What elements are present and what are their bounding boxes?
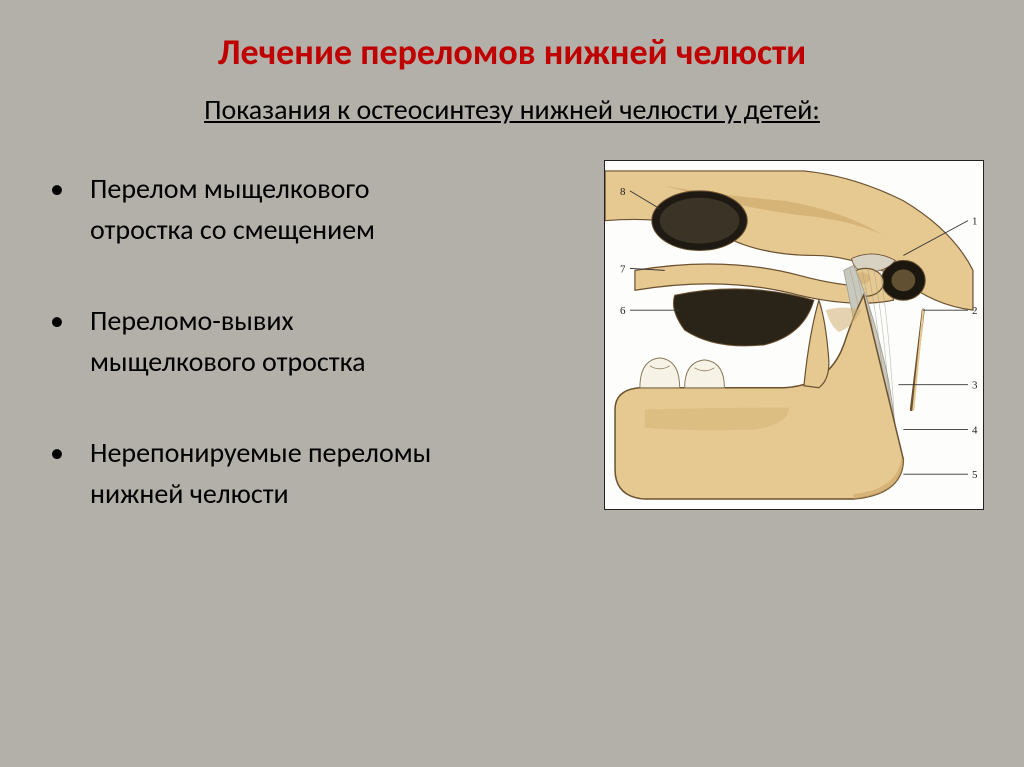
- bullet-text-line2: нижней челюсти: [90, 476, 610, 511]
- svg-text:3: 3: [972, 380, 978, 392]
- svg-text:5: 5: [972, 469, 978, 481]
- svg-text:7: 7: [620, 263, 626, 275]
- bullet-text-line2: отростка со смещением: [90, 212, 610, 247]
- anatomy-figure: 1 2 3 4 5 6 7 8: [604, 160, 984, 510]
- anatomy-svg: 1 2 3 4 5 6 7 8: [605, 161, 983, 509]
- bullet-item: Перелом мыщелкового отростка со смещение…: [50, 171, 610, 247]
- svg-text:1: 1: [972, 216, 977, 228]
- bullet-text-line1: Нерепонируемые переломы: [90, 435, 431, 470]
- slide-title: Лечение переломов нижней челюсти: [30, 30, 994, 74]
- bullet-list: Перелом мыщелкового отростка со смещение…: [30, 171, 610, 511]
- svg-text:6: 6: [620, 305, 626, 317]
- bullet-text-line2: мыщелкового отростка: [90, 344, 610, 379]
- bullet-item: Переломо-вывих мыщелкового отростка: [50, 303, 610, 379]
- slide: Лечение переломов нижней челюсти Показан…: [0, 0, 1024, 767]
- bullet-text-line1: Переломо-вывих: [90, 303, 294, 338]
- slide-subtitle: Показания к остеосинтезу нижней челюсти …: [30, 92, 994, 127]
- svg-text:4: 4: [972, 424, 978, 436]
- svg-text:8: 8: [620, 186, 626, 198]
- bullet-text-line1: Перелом мыщелкового: [90, 171, 370, 206]
- svg-text:2: 2: [972, 305, 977, 317]
- bullet-item: Нерепонируемые переломы нижней челюсти: [50, 435, 610, 511]
